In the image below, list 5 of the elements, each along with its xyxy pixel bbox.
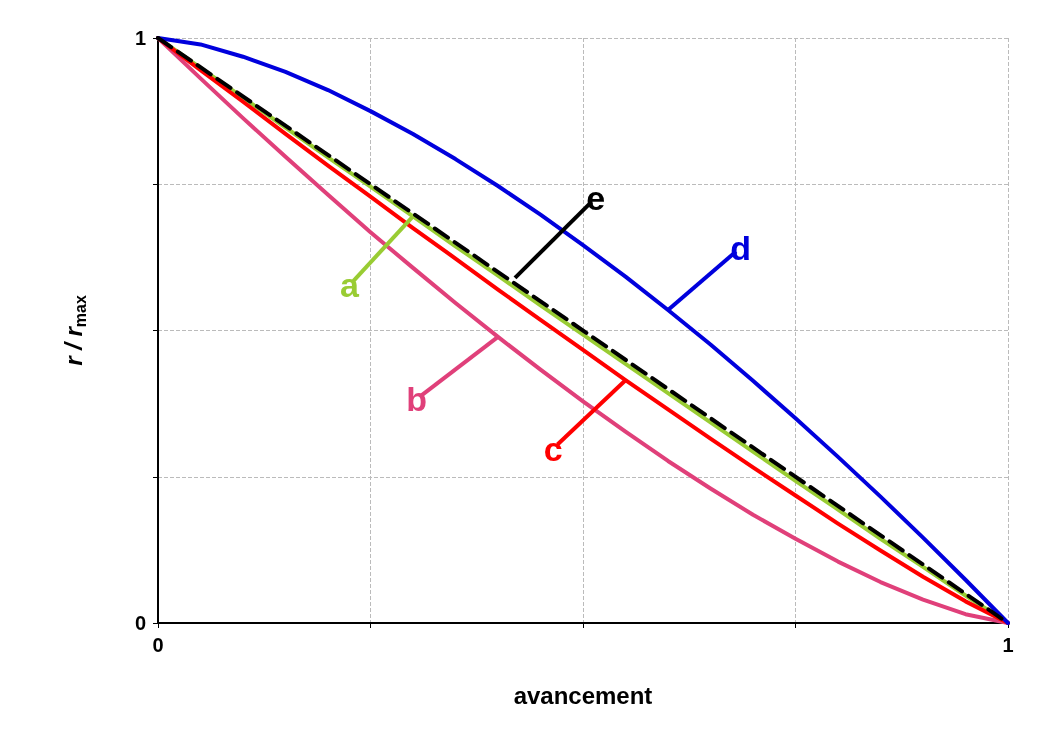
text: a [339, 266, 360, 305]
y-axis-title: r / rmax [59, 295, 89, 366]
text: b [406, 380, 428, 419]
text: c [543, 429, 563, 468]
x-axis-title: avancement [513, 681, 653, 709]
